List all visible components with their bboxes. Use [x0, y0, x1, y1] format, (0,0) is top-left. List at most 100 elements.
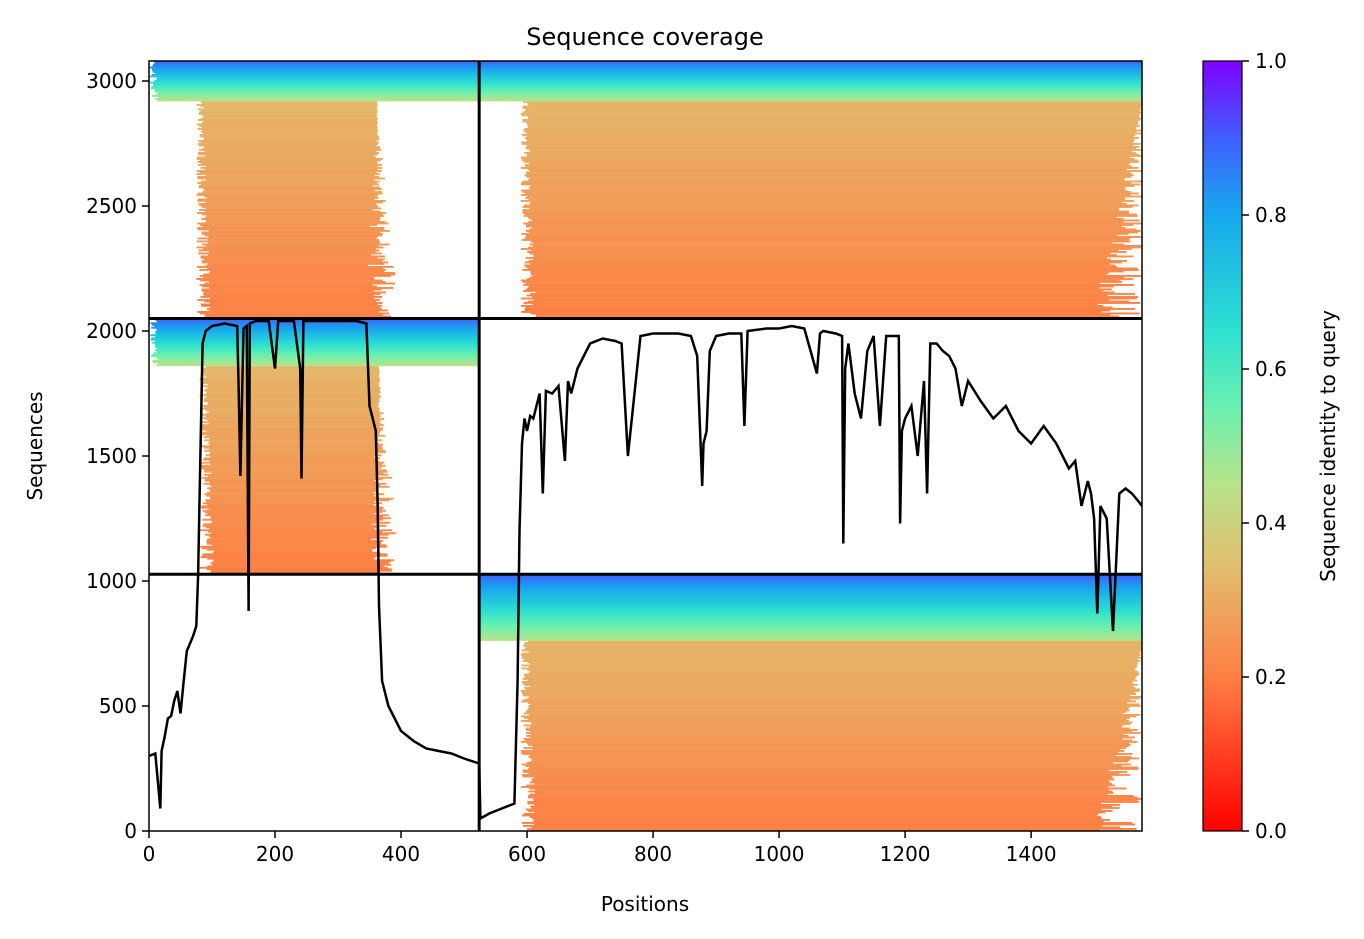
heatmap-row — [202, 476, 393, 479]
heatmap-row — [204, 373, 379, 376]
heatmap-row — [526, 144, 1134, 147]
heatmap-row — [199, 566, 388, 569]
heatmap-row — [525, 288, 1112, 291]
heatmap-row — [479, 71, 1142, 73]
heatmap-row — [521, 158, 1135, 160]
heatmap-row — [529, 207, 1119, 210]
heatmap-row — [528, 260, 1127, 262]
heatmap-row — [479, 612, 1142, 614]
heatmap-row — [527, 802, 1102, 805]
heatmap-row — [529, 663, 1138, 665]
heatmap-row — [206, 541, 382, 544]
heatmap-row — [525, 808, 1103, 811]
heatmap-row — [213, 550, 373, 553]
heatmap-row — [151, 323, 480, 326]
heatmap-row — [526, 138, 1135, 141]
heatmap-row — [155, 332, 480, 335]
heatmap-row — [479, 78, 1142, 81]
heatmap-row — [205, 207, 382, 210]
heatmap-row — [204, 150, 377, 153]
heatmap-row — [522, 180, 1142, 183]
heatmap-row — [528, 795, 1134, 797]
heatmap-row — [532, 242, 1113, 244]
heatmap-row — [526, 709, 1130, 712]
heatmap-row — [479, 637, 1142, 640]
heatmap-row — [152, 359, 480, 362]
heatmap-row — [206, 434, 386, 437]
heatmap-row — [479, 603, 1142, 605]
heatmap-row — [201, 233, 384, 235]
heatmap-row — [522, 281, 1123, 283]
heatmap-row — [528, 221, 1124, 223]
heatmap-row — [522, 134, 1136, 136]
heatmap-row — [524, 676, 1136, 679]
heatmap-row — [522, 210, 1129, 213]
heatmap-row — [156, 78, 480, 81]
heatmap-row — [153, 352, 480, 355]
heatmap-row — [209, 452, 378, 455]
heatmap-row — [526, 742, 1130, 745]
heatmap-row — [201, 461, 385, 464]
heatmap-row — [152, 65, 480, 67]
heatmap-row — [199, 209, 373, 211]
heatmap-row — [479, 86, 1142, 88]
heatmap-row — [523, 302, 1141, 304]
heatmap-row — [528, 179, 1125, 181]
heatmap-row — [479, 95, 1142, 97]
heatmap-row — [154, 349, 480, 352]
heatmap-row — [521, 774, 1131, 776]
y-axis: 0 500 1000 1500 2000 2500 3000 — [86, 69, 149, 843]
heatmap-row — [156, 328, 480, 331]
colorbar-axis: 0.0 0.2 0.4 0.6 0.8 1.0 — [1242, 49, 1287, 843]
heatmap-row — [526, 155, 1142, 157]
heatmap-row — [206, 430, 381, 433]
heatmap-row — [530, 293, 1135, 295]
heatmap-row — [530, 185, 1135, 187]
heatmap-row — [203, 293, 381, 295]
heatmap-row — [203, 258, 385, 261]
heatmap-row — [209, 437, 378, 440]
heatmap-row — [479, 639, 1142, 641]
heatmap-row — [203, 291, 386, 294]
heatmap-row — [198, 164, 383, 166]
heatmap-row — [525, 688, 1141, 691]
heatmap-row — [151, 337, 480, 340]
heatmap-row — [479, 607, 1142, 610]
heatmap-row — [212, 560, 391, 563]
heatmap-row — [529, 162, 1130, 165]
heatmap-row — [200, 427, 384, 430]
heatmap-row — [199, 269, 386, 271]
heatmap-row — [521, 664, 1137, 667]
heatmap-row — [530, 736, 1135, 739]
heatmap-row — [534, 811, 1106, 814]
heatmap-row — [207, 530, 383, 533]
heatmap-row — [529, 714, 1141, 716]
heatmap-row — [200, 296, 382, 298]
heatmap-row — [207, 386, 381, 389]
heatmap-row — [199, 431, 380, 434]
heatmap-row — [528, 790, 1113, 793]
heatmap-row — [206, 165, 379, 168]
heatmap-row — [479, 616, 1142, 619]
heatmap-row — [479, 606, 1142, 608]
heatmap-row — [200, 556, 376, 559]
heatmap-row — [522, 206, 1133, 208]
heatmap-row — [202, 147, 381, 150]
heatmap-row — [479, 579, 1142, 581]
heatmap-row — [210, 497, 394, 500]
heatmap-row — [203, 188, 382, 190]
heatmap-row — [199, 149, 382, 151]
heatmap-row — [527, 679, 1137, 682]
heatmap-row — [205, 174, 375, 177]
heatmap-row — [527, 669, 1135, 671]
heatmap-row — [208, 251, 376, 253]
heatmap-row — [202, 191, 382, 193]
heatmap-row — [209, 270, 385, 273]
heatmap-row — [203, 137, 379, 139]
heatmap-row — [522, 753, 1133, 755]
heatmap-row — [524, 675, 1137, 677]
heatmap-row — [529, 793, 1108, 796]
heatmap-row — [530, 201, 1123, 204]
heatmap-row — [150, 355, 480, 358]
